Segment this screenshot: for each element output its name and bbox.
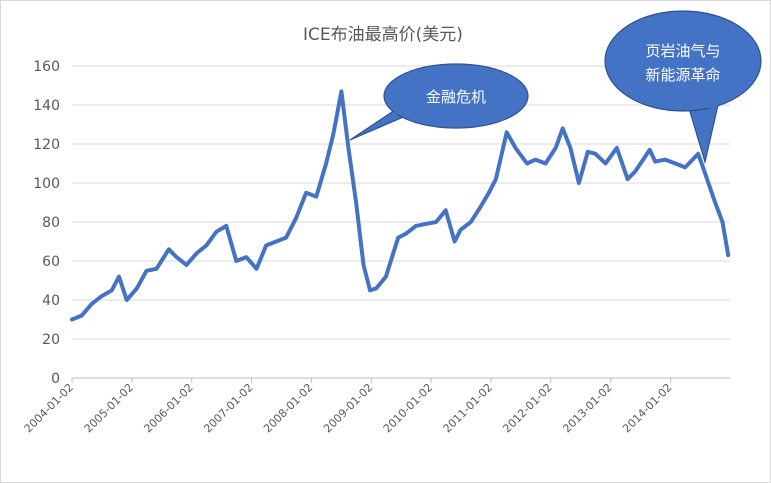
callout-financial-crisis: 金融危机 (349, 63, 529, 141)
y-tick-label: 160 (33, 59, 60, 75)
y-tick-label: 0 (51, 371, 60, 387)
callout-financial-crisis-seam (394, 108, 416, 114)
callout-shale-text-line2: 新能源革命 (645, 66, 720, 84)
y-tick-label: 100 (33, 176, 60, 192)
callout-shale-seam (689, 100, 717, 108)
y-tick-label: 40 (42, 293, 60, 309)
y-tick-label: 80 (42, 215, 60, 231)
y-tick-label: 120 (33, 137, 60, 153)
callout-shale-text-line1: 页岩油气与 (645, 42, 720, 60)
callout-financial-crisis-text: 金融危机 (426, 88, 486, 106)
callout-shale-revolution: 页岩油气与 新能源革命 (604, 10, 762, 165)
y-tick-label: 60 (42, 254, 60, 270)
y-axis: 0 20 40 60 80 100 120 140 160 (33, 59, 60, 387)
chart-title: ICE布油最高价(美元) (303, 25, 463, 45)
y-tick-label: 20 (42, 332, 60, 348)
y-tick-label: 140 (33, 98, 60, 114)
series-line-brent-high (70, 89, 731, 322)
callout-financial-crisis-bubble (383, 63, 529, 129)
series-layer (70, 89, 731, 322)
callout-shale-bubble (604, 10, 762, 112)
